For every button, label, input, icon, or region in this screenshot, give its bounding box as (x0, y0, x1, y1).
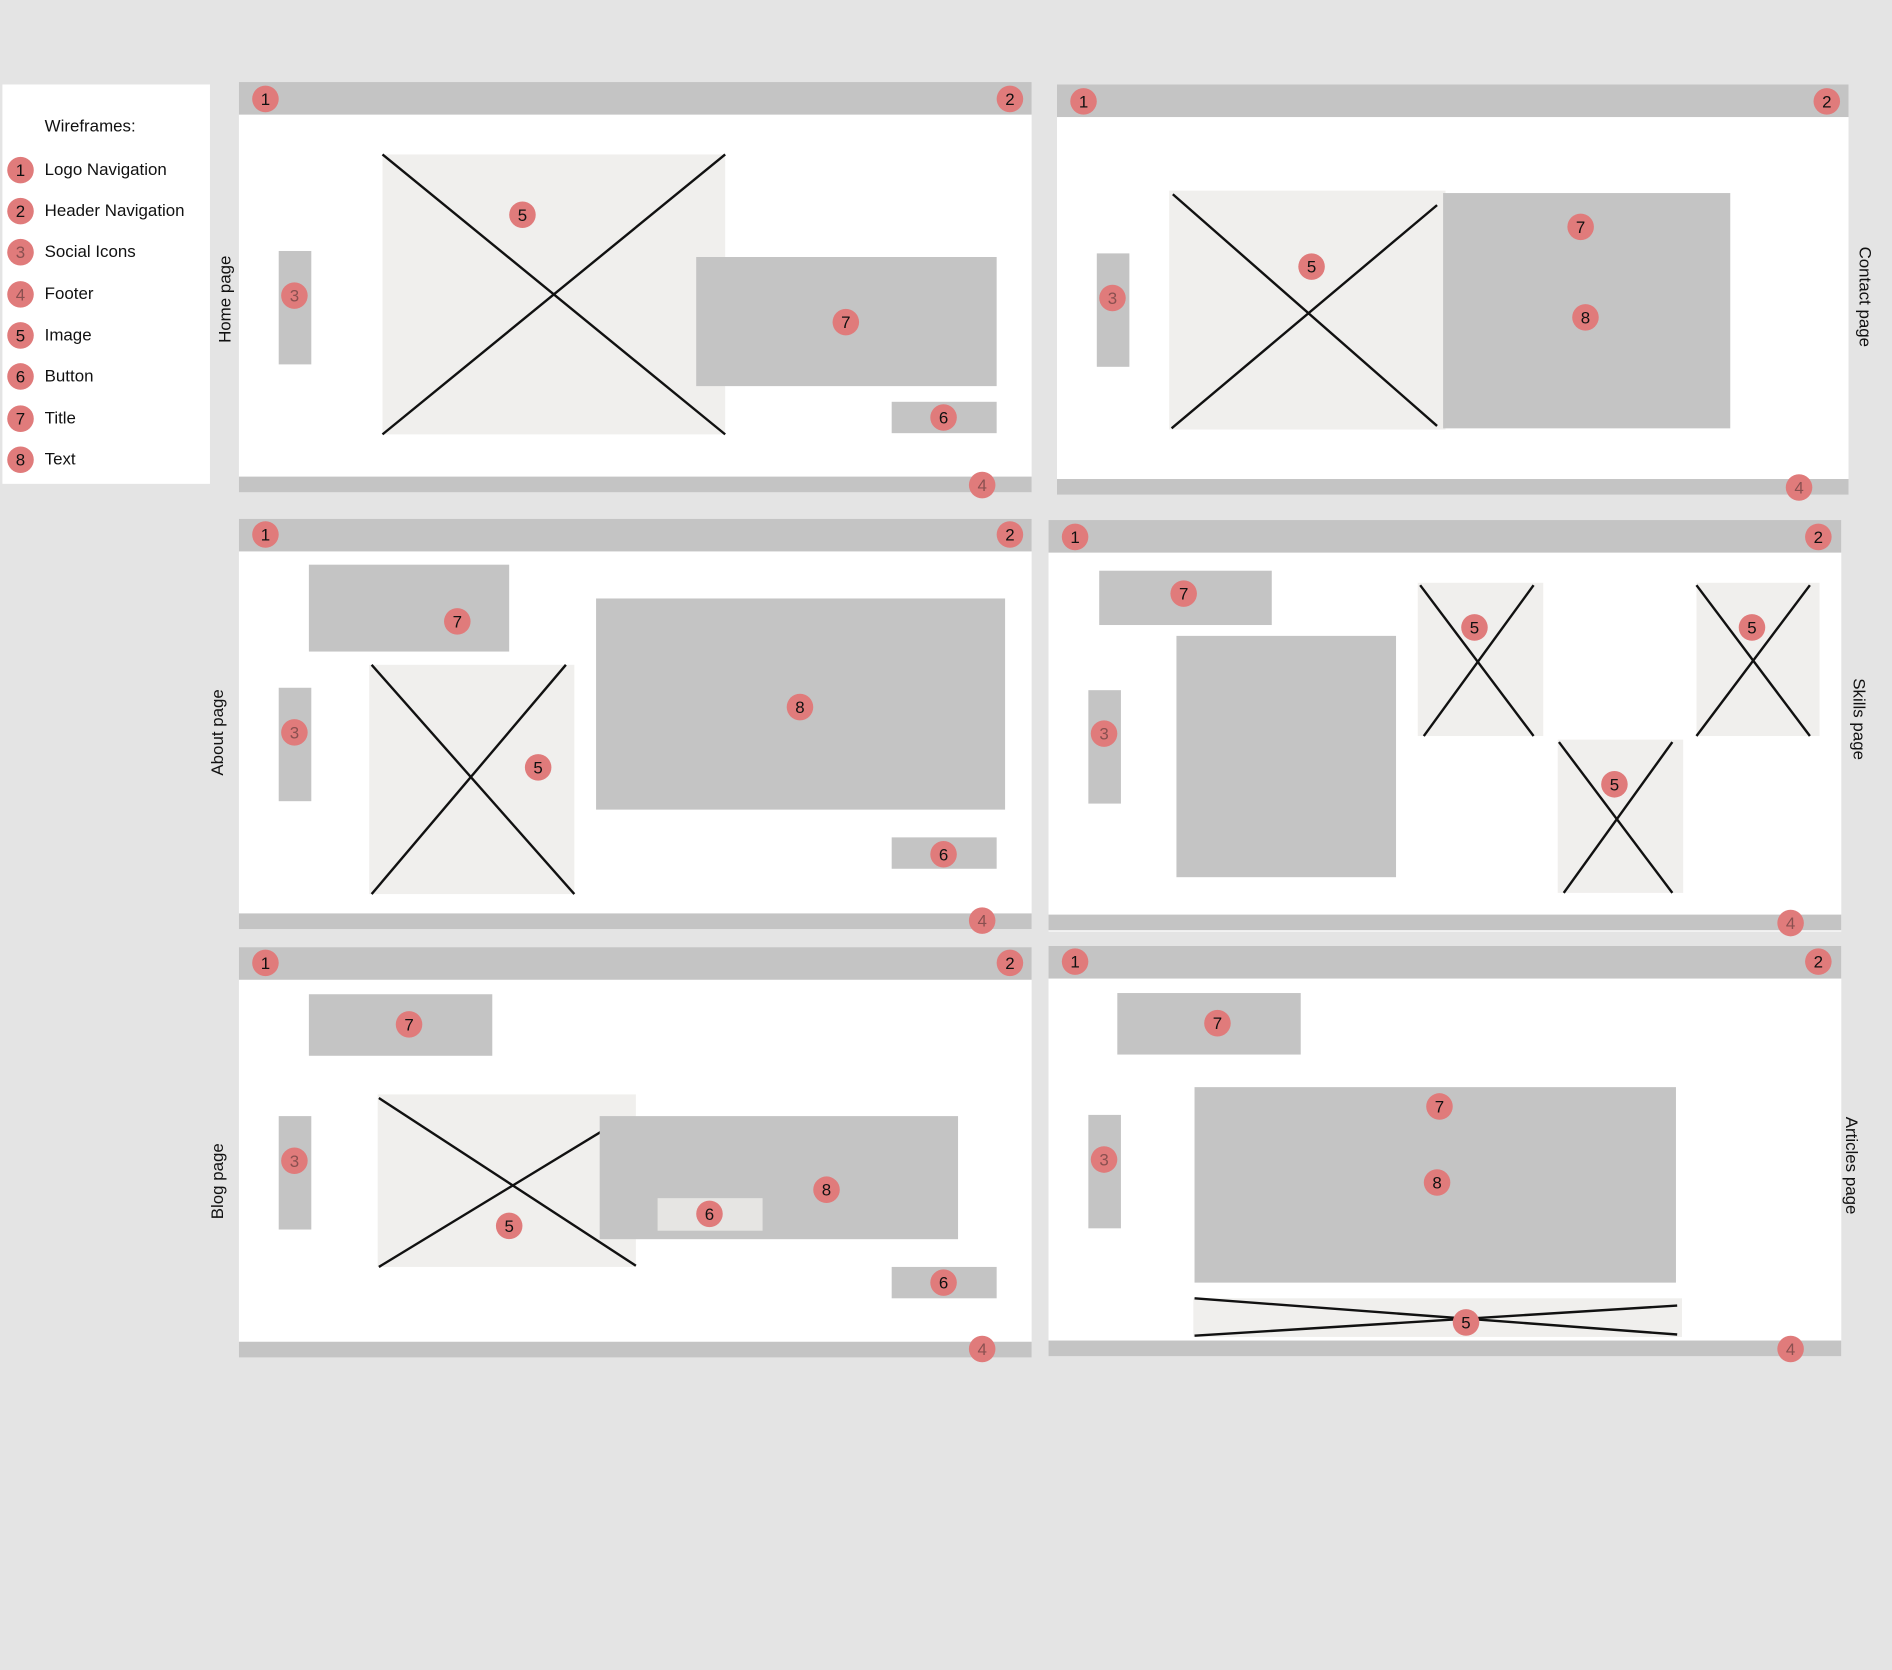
skills-footer-bar (1048, 914, 1842, 931)
contact-header-bar (1056, 84, 1849, 118)
legend-badge: 6 (7, 363, 34, 390)
legend-badge: 1 (7, 156, 34, 184)
legend-label: Logo Navigation (44, 159, 167, 179)
skills-badge-social: 3 (1090, 720, 1118, 747)
articles-image-placeholder (1193, 1297, 1683, 1337)
about-badge-header-nav: 2 (996, 521, 1024, 548)
skills-image-placeholder (1417, 582, 1544, 737)
articles-badge-text: 8 (1423, 1169, 1451, 1196)
legend-panel (2, 84, 210, 484)
legend-label: Text (44, 448, 76, 469)
skills-header-bar (1048, 520, 1842, 553)
contact-badge-image: 5 (1298, 253, 1325, 280)
skills-image-placeholder (1695, 582, 1820, 737)
about-badge-logo: 1 (252, 521, 279, 548)
home-footer-bar (238, 476, 1032, 493)
articles-page-label: Articles page (1842, 1116, 1862, 1215)
about-badge-social: 3 (281, 719, 308, 746)
about-badge-image: 5 (524, 754, 552, 781)
legend-badge: 7 (7, 405, 34, 432)
legend-label: Title (44, 407, 76, 428)
blog-badge-title: 7 (395, 1011, 423, 1038)
home-header-bar (238, 82, 1032, 115)
skills-image-placeholder (1557, 739, 1684, 894)
blog-badge-footer: 4 (968, 1335, 996, 1363)
blog-footer-bar (238, 1341, 1032, 1358)
home-badge-header-nav: 2 (996, 85, 1024, 113)
home-badge-image: 5 (509, 201, 536, 229)
articles-footer-bar (1048, 1340, 1842, 1357)
about-badge-text: 8 (786, 693, 814, 721)
skills-badge-header-nav: 2 (1805, 523, 1832, 551)
contact-page-label: Contact page (1855, 246, 1876, 348)
skills-content-block (1176, 635, 1397, 878)
blog-badge-logo: 1 (252, 949, 279, 977)
contact-badge-logo: 1 (1070, 88, 1097, 115)
contact-badge-social: 3 (1099, 284, 1126, 312)
blog-badge-header-nav: 2 (996, 949, 1024, 977)
legend-label: Footer (44, 283, 94, 303)
about-page-label: About page (207, 689, 227, 776)
about-badge-footer: 4 (968, 907, 996, 934)
legend-title: Wireframes: (44, 115, 136, 136)
contact-badge-title: 7 (1567, 213, 1594, 241)
blog-page-label: Blog page (207, 1143, 227, 1220)
about-badge-button: 6 (930, 841, 957, 868)
articles-badge-footer: 4 (1777, 1335, 1804, 1363)
articles-badge-title: 7 (1204, 1009, 1231, 1037)
blog-header-bar (238, 947, 1032, 980)
blog-badge-social: 3 (281, 1147, 308, 1175)
skills-badge-title: 7 (1170, 580, 1197, 607)
blog-text-block (599, 1116, 959, 1240)
home-badge-social: 3 (281, 282, 308, 309)
home-badge-button: 6 (930, 404, 957, 431)
about-header-bar (238, 518, 1032, 552)
legend-badge: 8 (7, 446, 34, 473)
about-title-block (308, 564, 510, 652)
blog-image-placeholder (377, 1094, 637, 1268)
home-page-label: Home page (214, 255, 235, 343)
skills-badge-image: 5 (1461, 614, 1488, 641)
contact-image-placeholder (1169, 190, 1446, 430)
legend-badge: 3 (7, 238, 34, 266)
legend-label: Image (44, 324, 92, 344)
contact-badge-text: 8 (1572, 304, 1599, 331)
legend-label: Header Navigation (44, 200, 185, 220)
blog-badge-image: 5 (495, 1212, 523, 1240)
skills-social-icons (1088, 690, 1121, 804)
contact-badge-footer: 4 (1785, 474, 1813, 501)
home-badge-title: 7 (832, 308, 860, 336)
contact-footer-bar (1056, 479, 1849, 495)
skills-badge-footer: 4 (1777, 909, 1804, 937)
home-image-placeholder (381, 153, 726, 436)
skills-badge-logo: 1 (1061, 523, 1089, 551)
about-badge-title: 7 (444, 608, 471, 635)
about-footer-bar (238, 913, 1032, 930)
articles-badge-image: 5 (1452, 1309, 1480, 1336)
legend-label: Button (44, 365, 94, 385)
contact-badge-header-nav: 2 (1813, 88, 1841, 115)
articles-badge-header-nav: 2 (1805, 948, 1832, 975)
legend-badge: 5 (7, 322, 34, 349)
articles-badge-social: 3 (1090, 1146, 1118, 1173)
legend-label: Social Icons (44, 241, 136, 261)
legend-badge: 4 (7, 281, 34, 308)
blog-badge-inline-button: 6 (696, 1200, 723, 1228)
articles-badge-title: 7 (1426, 1093, 1453, 1120)
skills-page-label: Skills page (1849, 678, 1870, 760)
skills-badge-image: 5 (1601, 771, 1628, 798)
articles-header-bar (1048, 945, 1842, 979)
skills-badge-image: 5 (1738, 614, 1766, 641)
articles-badge-logo: 1 (1061, 948, 1089, 975)
home-badge-logo: 1 (252, 85, 279, 113)
blog-badge-button: 6 (930, 1269, 957, 1296)
blog-badge-text: 8 (813, 1176, 840, 1203)
legend-badge: 2 (7, 197, 34, 225)
home-badge-footer: 4 (968, 471, 996, 499)
